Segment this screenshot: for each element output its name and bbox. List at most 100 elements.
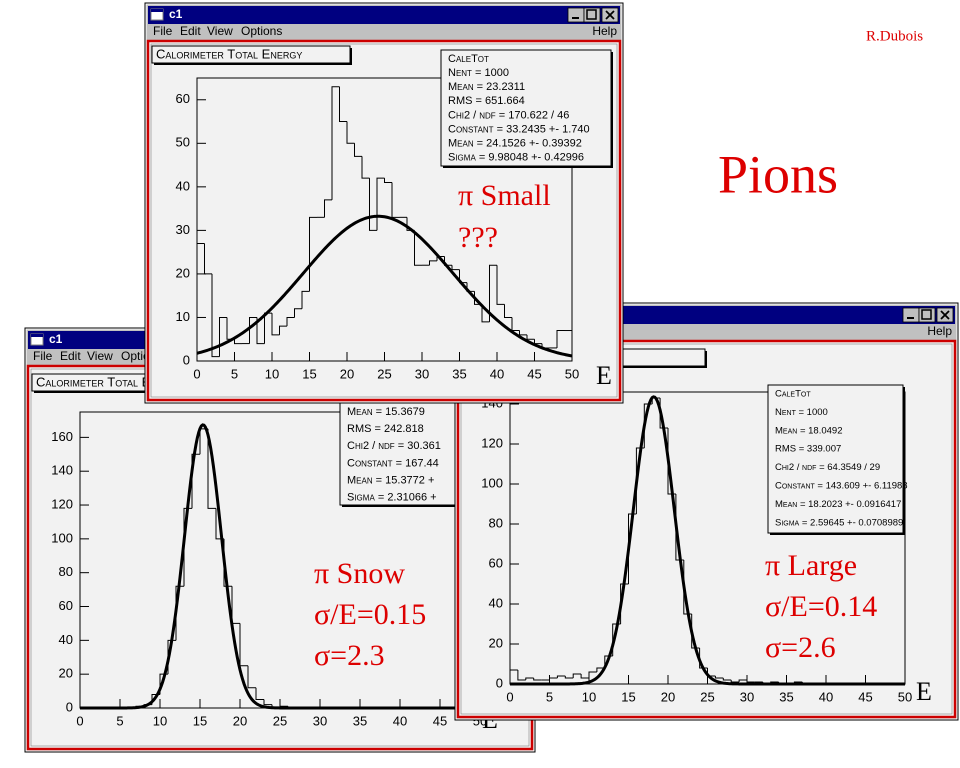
window-icon-bar xyxy=(151,9,163,12)
histogram-bin xyxy=(481,304,490,323)
author: R.Dubois xyxy=(866,28,923,44)
histogram-bin xyxy=(256,317,265,345)
x-tick-label: 40 xyxy=(393,713,407,728)
x-tick-label: 10 xyxy=(153,713,167,728)
menu-item[interactable]: Edit xyxy=(60,349,81,363)
x-tick-label: 35 xyxy=(452,366,466,381)
menu-item[interactable]: View xyxy=(87,349,113,363)
x-tick-label: 30 xyxy=(740,689,754,704)
window-title: c1 xyxy=(169,7,183,21)
button-glyph xyxy=(586,9,597,20)
stats-box xyxy=(767,384,904,534)
histogram-bin xyxy=(525,677,534,680)
x-tick-label: 35 xyxy=(353,713,367,728)
menu-item[interactable]: Edit xyxy=(180,24,201,38)
histogram-bin xyxy=(264,312,272,344)
menu-item[interactable]: Options xyxy=(241,24,282,38)
histogram-bin xyxy=(699,648,708,669)
histogram-bin xyxy=(196,242,205,361)
menu-item[interactable]: File xyxy=(33,349,53,363)
histogram-bin xyxy=(255,687,264,701)
maximize-button[interactable] xyxy=(583,7,601,23)
y-tick-label: 40 xyxy=(59,632,73,647)
annotation: π Small xyxy=(458,179,551,212)
minimize-button[interactable] xyxy=(902,307,920,323)
x-tick-label: 30 xyxy=(313,713,327,728)
stats-line: RMS = 242.818 xyxy=(347,423,424,435)
y-tick-label: 100 xyxy=(481,475,503,490)
histogram-bin xyxy=(191,453,200,509)
x-tick-label: 20 xyxy=(340,366,354,381)
histogram-bin xyxy=(451,265,460,271)
window-title: c1 xyxy=(49,332,63,346)
button-glyph xyxy=(921,309,932,320)
x-axis-label: E xyxy=(916,677,932,706)
stats-line: Sigma = 9.98048 +- 0.42996 xyxy=(448,152,584,164)
histogram-bin xyxy=(294,308,302,318)
histogram-bin xyxy=(247,665,256,689)
annotation: σ=2.3 xyxy=(314,639,385,672)
histogram-bin xyxy=(504,304,512,318)
y-tick-label: 40 xyxy=(489,595,503,610)
canvas xyxy=(146,39,622,402)
histogram-bin xyxy=(414,230,422,266)
menu-help[interactable]: Help xyxy=(927,324,952,338)
histogram-bin xyxy=(509,669,518,684)
minimize-button[interactable] xyxy=(567,7,585,23)
close-button[interactable] xyxy=(936,307,954,323)
button-glyph xyxy=(605,10,615,20)
y-tick-label: 20 xyxy=(489,635,503,650)
button-glyph xyxy=(940,310,950,320)
histogram-bin xyxy=(219,316,227,357)
histogram-bin xyxy=(369,178,377,231)
histogram-bin xyxy=(234,339,242,345)
histogram-bin xyxy=(376,177,385,231)
stats-line: Mean = 15.3679 xyxy=(347,406,425,418)
y-tick-label: 140 xyxy=(51,463,73,478)
histogram-bin xyxy=(588,671,597,678)
stats-line: Constant = 167.44 xyxy=(347,457,439,469)
stats-line: Chi2 / ndf = 30.361 xyxy=(347,440,441,452)
histogram-bin xyxy=(346,121,355,144)
window-icon-bar xyxy=(31,334,43,337)
histogram-bin xyxy=(354,143,362,157)
histogram-bin xyxy=(207,428,216,509)
button-face xyxy=(567,7,585,23)
y-tick-label: 10 xyxy=(176,309,190,324)
x-tick-label: 20 xyxy=(661,689,675,704)
maximize-button[interactable] xyxy=(918,307,936,323)
stats-line: Mean = 18.2023 +- 0.0916417 xyxy=(775,499,901,510)
y-tick-label: 60 xyxy=(59,598,73,613)
histogram-bin xyxy=(580,674,589,679)
stats-line: RMS = 339.007 xyxy=(775,444,841,455)
histogram-bin xyxy=(730,680,740,683)
x-tick-label: 45 xyxy=(433,713,447,728)
stats-line: Mean = 18.0492 xyxy=(775,425,842,436)
histogram-bin xyxy=(279,325,287,335)
button-face xyxy=(902,307,920,323)
x-tick-label: 15 xyxy=(302,366,316,381)
close-button[interactable] xyxy=(601,7,619,23)
histogram-bin xyxy=(271,313,280,336)
y-tick-label: 60 xyxy=(176,91,190,106)
y-tick-label: 40 xyxy=(176,178,190,193)
histogram-bin xyxy=(556,675,566,678)
y-tick-label: 80 xyxy=(489,515,503,530)
histogram-bin xyxy=(738,679,747,682)
x-tick-label: 15 xyxy=(193,713,207,728)
y-tick-label: 20 xyxy=(59,666,73,681)
x-tick-label: 0 xyxy=(506,689,513,704)
menu-help[interactable]: Help xyxy=(592,24,617,38)
histogram-bin xyxy=(183,507,192,587)
x-tick-label: 20 xyxy=(233,713,247,728)
histogram-bin xyxy=(714,676,724,679)
canvas-inner-border xyxy=(150,43,618,398)
menu-item[interactable]: File xyxy=(153,24,173,38)
stats-line: CaleTot xyxy=(775,389,811,400)
x-tick-label: 25 xyxy=(377,366,391,381)
menu-item[interactable]: View xyxy=(207,24,233,38)
x-tick-label: 50 xyxy=(565,366,579,381)
stats-line: Mean = 23.2311 xyxy=(448,81,525,93)
